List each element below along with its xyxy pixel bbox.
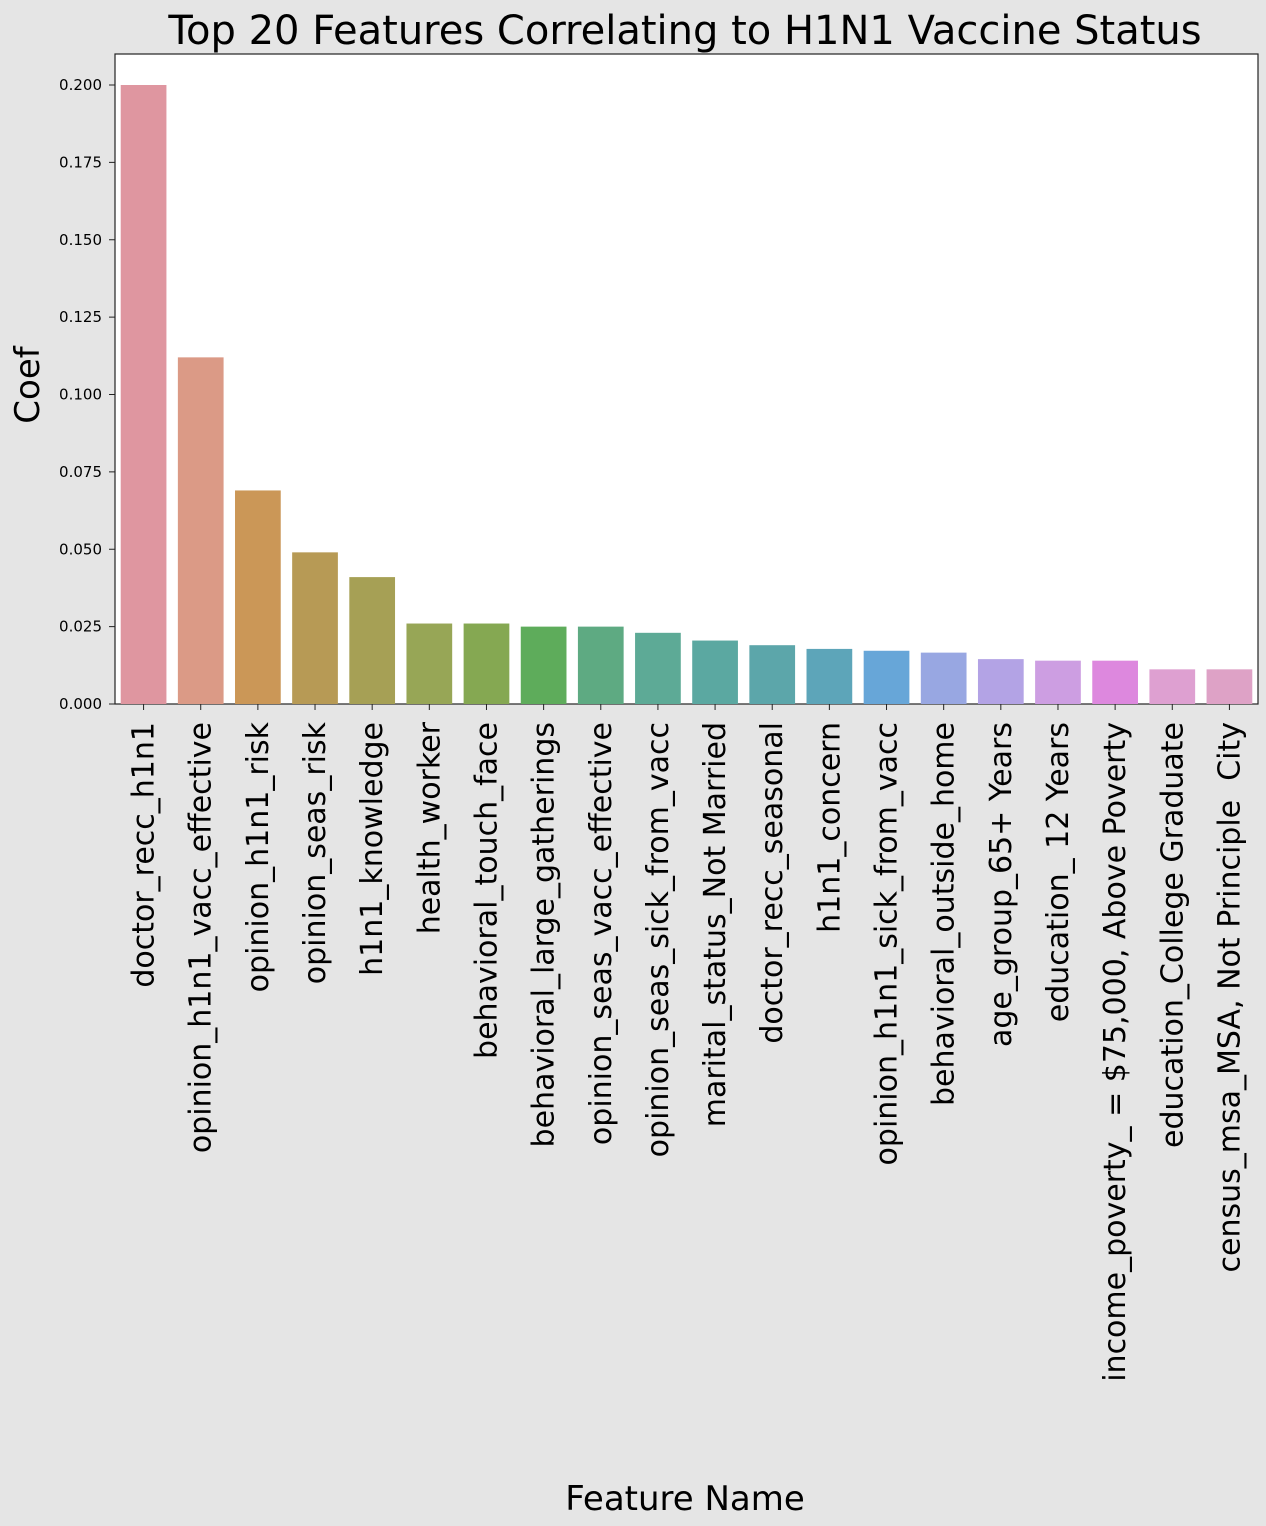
- x-tick-label: opinion_seas_vacc_effective: [584, 722, 619, 1145]
- bar: [1035, 660, 1081, 704]
- x-tick-label: h1n1_knowledge: [355, 722, 390, 976]
- x-tick-label: doctor_recc_seasonal: [755, 722, 790, 1044]
- y-tick-label: 0.025: [59, 618, 102, 636]
- bar: [863, 650, 910, 704]
- x-tick-label: h1n1_concern: [812, 722, 847, 933]
- x-axis-ticks: doctor_recc_h1n1 opinion_h1n1_vacc_effect…: [127, 704, 1247, 1382]
- x-tick-label: opinion_h1n1_sick_from_vacc: [870, 722, 905, 1165]
- bar: [635, 632, 681, 704]
- y-tick-label: 0.200: [59, 76, 102, 94]
- x-tick-label: education_College Graduate: [1155, 722, 1190, 1148]
- bar: [577, 626, 624, 704]
- y-tick-label: 0.150: [59, 231, 102, 249]
- x-tick-label: doctor_recc_h1n1: [127, 722, 162, 988]
- x-tick-label: income_poverty_ = $75,000, Above Poverty: [1098, 722, 1133, 1382]
- y-tick-label: 0.000: [59, 695, 102, 713]
- x-tick-label: opinion_h1n1_vacc_effective: [184, 722, 219, 1153]
- x-tick-label: behavioral_large_gatherings: [527, 722, 562, 1147]
- x-tick-label: opinion_seas_risk: [298, 721, 333, 984]
- bar: [1149, 669, 1196, 704]
- bar: [977, 659, 1024, 704]
- bar: [349, 577, 396, 704]
- bar: [406, 623, 453, 704]
- x-tick-label: opinion_h1n1_risk: [241, 721, 276, 992]
- bar: [463, 623, 510, 704]
- plot-area: [114, 53, 1259, 705]
- y-tick-label: 0.125: [59, 308, 102, 326]
- y-tick-label: 0.075: [59, 463, 102, 481]
- bar: [1206, 669, 1253, 704]
- x-tick-label: age_group_65+ Years: [984, 722, 1019, 1047]
- x-tick-label: education_ 12 Years: [1041, 722, 1076, 1022]
- bar: [692, 640, 738, 704]
- x-tick-label: marital_status_Not Married: [698, 722, 733, 1127]
- bar: [520, 626, 567, 704]
- bars: [120, 85, 1253, 704]
- bar: [1092, 660, 1138, 704]
- x-tick-label: behavioral_touch_face: [469, 722, 504, 1059]
- bar: [120, 85, 167, 704]
- y-axis-ticks: 0.000 0.025 0.050 0.075 0.100 0.125 0.150 0.175…: [59, 76, 115, 713]
- y-tick-label: 0.100: [59, 386, 102, 404]
- bar: [806, 648, 853, 704]
- bar: [749, 645, 796, 704]
- x-tick-label: census_msa_MSA, Not Principle City: [1212, 722, 1247, 1272]
- x-axis-label: Feature Name: [565, 1479, 805, 1519]
- y-tick-label: 0.175: [59, 153, 102, 171]
- bar: [920, 652, 967, 704]
- x-tick-label: behavioral_outside_home: [927, 722, 962, 1106]
- bar: [177, 357, 224, 704]
- chart-title: Top 20 Features Correlating to H1N1 Vacc…: [167, 8, 1201, 54]
- bar: [292, 552, 338, 704]
- y-tick-label: 0.050: [59, 540, 102, 558]
- x-tick-label: health_worker: [412, 721, 447, 934]
- x-tick-label: opinion_seas_sick_from_vacc: [641, 722, 676, 1157]
- bar: [235, 490, 281, 704]
- y-axis-label: Coef: [8, 345, 48, 423]
